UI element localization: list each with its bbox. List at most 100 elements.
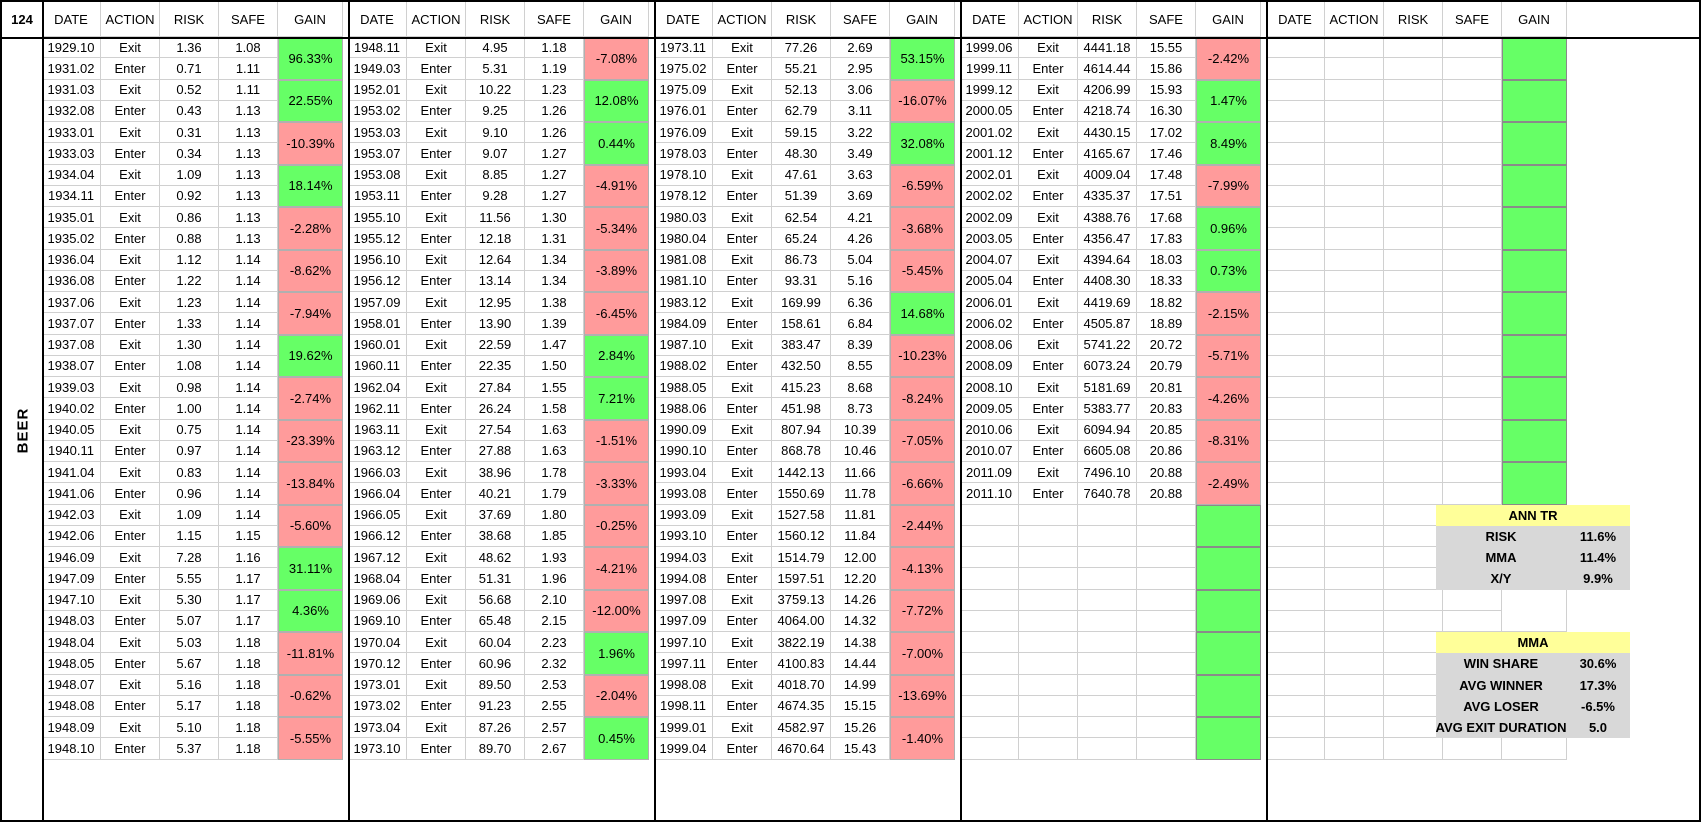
cell-action[interactable]: Enter <box>101 525 160 547</box>
cell-action[interactable]: Exit <box>407 164 466 186</box>
cell-risk[interactable]: 1527.58 <box>772 504 831 526</box>
cell-date[interactable]: 1956.12 <box>348 270 407 292</box>
header-date[interactable]: DATE <box>1266 2 1325 37</box>
cell-action[interactable]: Exit <box>1019 79 1078 101</box>
cell-risk[interactable] <box>1384 270 1443 292</box>
cell-safe[interactable] <box>1137 674 1196 696</box>
cell-date[interactable]: 1975.09 <box>654 79 713 101</box>
cell-date[interactable]: 1933.03 <box>42 143 101 165</box>
cell-action[interactable]: Enter <box>1019 228 1078 250</box>
cell-safe[interactable]: 3.22 <box>831 122 890 144</box>
cell-risk[interactable]: 1.09 <box>160 504 219 526</box>
gain-cell[interactable]: 0.45% <box>584 717 649 760</box>
cell-date[interactable]: 2003.05 <box>960 228 1019 250</box>
cell-date[interactable]: 1931.02 <box>42 58 101 80</box>
cell-date[interactable]: 1946.09 <box>42 547 101 569</box>
cell-safe[interactable] <box>1443 37 1502 59</box>
gain-cell[interactable]: -13.84% <box>278 462 343 505</box>
cell-safe[interactable]: 8.68 <box>831 377 890 399</box>
cell-safe[interactable] <box>1443 419 1502 441</box>
cell-action[interactable]: Exit <box>1019 377 1078 399</box>
cell-risk[interactable]: 9.10 <box>466 122 525 144</box>
cell-action[interactable] <box>1325 483 1384 505</box>
cell-risk[interactable] <box>1078 695 1137 717</box>
gain-cell[interactable]: -5.45% <box>890 249 955 292</box>
gain-cell[interactable]: 2.84% <box>584 334 649 377</box>
cell-safe[interactable]: 6.36 <box>831 292 890 314</box>
cell-action[interactable] <box>1325 419 1384 441</box>
cell-risk[interactable]: 4018.70 <box>772 674 831 696</box>
cell-action[interactable] <box>1325 440 1384 462</box>
cell-action[interactable]: Exit <box>407 122 466 144</box>
cell-date[interactable]: 1940.05 <box>42 419 101 441</box>
cell-date[interactable]: 1955.10 <box>348 207 407 229</box>
cell-action[interactable] <box>1325 377 1384 399</box>
gain-cell[interactable]: -4.91% <box>584 164 649 207</box>
cell-risk[interactable]: 5.03 <box>160 632 219 654</box>
cell-risk[interactable]: 7640.78 <box>1078 483 1137 505</box>
cell-action[interactable]: Exit <box>713 79 772 101</box>
gain-cell[interactable]: 7.21% <box>584 377 649 420</box>
cell-risk[interactable]: 1560.12 <box>772 525 831 547</box>
cell-date[interactable]: 1973.02 <box>348 695 407 717</box>
cell-safe[interactable]: 1.50 <box>525 355 584 377</box>
gain-cell[interactable]: 4.36% <box>278 589 343 632</box>
cell-action[interactable]: Exit <box>1019 334 1078 356</box>
cell-action[interactable] <box>1019 653 1078 675</box>
cell-safe[interactable]: 14.44 <box>831 653 890 675</box>
cell-risk[interactable]: 5.31 <box>466 58 525 80</box>
cell-safe[interactable] <box>1443 185 1502 207</box>
cell-action[interactable]: Enter <box>407 738 466 760</box>
cell-risk[interactable]: 807.94 <box>772 419 831 441</box>
cell-risk[interactable]: 0.52 <box>160 79 219 101</box>
cell-risk[interactable]: 4408.30 <box>1078 270 1137 292</box>
cell-action[interactable] <box>1325 313 1384 335</box>
cell-action[interactable] <box>1325 37 1384 59</box>
cell-risk[interactable]: 38.68 <box>466 525 525 547</box>
cell-date[interactable]: 1940.02 <box>42 398 101 420</box>
cell-safe[interactable]: 12.00 <box>831 547 890 569</box>
cell-date[interactable]: 1999.12 <box>960 79 1019 101</box>
gain-cell[interactable]: -5.55% <box>278 717 343 760</box>
cell-risk[interactable] <box>1384 525 1443 547</box>
cell-date[interactable] <box>1266 58 1325 80</box>
gain-cell[interactable]: -10.39% <box>278 122 343 165</box>
cell-safe[interactable]: 17.51 <box>1137 185 1196 207</box>
cell-action[interactable]: Exit <box>101 37 160 59</box>
cell-action[interactable]: Enter <box>713 58 772 80</box>
cell-risk[interactable] <box>1384 58 1443 80</box>
cell-date[interactable]: 1963.11 <box>348 419 407 441</box>
cell-risk[interactable] <box>1078 610 1137 632</box>
gain-cell[interactable]: -4.21% <box>584 547 649 590</box>
cell-risk[interactable]: 56.68 <box>466 589 525 611</box>
cell-action[interactable]: Exit <box>1019 292 1078 314</box>
cell-date[interactable] <box>960 589 1019 611</box>
cell-risk[interactable]: 4335.37 <box>1078 185 1137 207</box>
cell-action[interactable]: Exit <box>1019 207 1078 229</box>
cell-safe[interactable] <box>1443 377 1502 399</box>
cell-risk[interactable]: 0.43 <box>160 100 219 122</box>
cell-date[interactable]: 1973.10 <box>348 738 407 760</box>
cell-action[interactable]: Exit <box>407 547 466 569</box>
cell-date[interactable]: 1983.12 <box>654 292 713 314</box>
gain-cell[interactable]: -3.89% <box>584 249 649 292</box>
cell-risk[interactable]: 12.95 <box>466 292 525 314</box>
header-action[interactable]: ACTION <box>1019 2 1078 37</box>
cell-risk[interactable] <box>1384 440 1443 462</box>
cell-safe[interactable]: 8.55 <box>831 355 890 377</box>
cell-risk[interactable]: 4582.97 <box>772 717 831 739</box>
cell-action[interactable] <box>1019 717 1078 739</box>
cell-action[interactable] <box>1325 207 1384 229</box>
cell-action[interactable] <box>1325 228 1384 250</box>
cell-action[interactable]: Enter <box>407 695 466 717</box>
cell-risk[interactable]: 1550.69 <box>772 483 831 505</box>
cell-safe[interactable] <box>1443 207 1502 229</box>
cell-safe[interactable]: 14.32 <box>831 610 890 632</box>
cell-risk[interactable] <box>1384 674 1443 696</box>
cell-date[interactable]: 1998.11 <box>654 695 713 717</box>
cell-safe[interactable] <box>1443 355 1502 377</box>
cell-action[interactable]: Exit <box>713 164 772 186</box>
cell-risk[interactable]: 868.78 <box>772 440 831 462</box>
cell-date[interactable]: 1949.03 <box>348 58 407 80</box>
cell-action[interactable]: Exit <box>101 377 160 399</box>
